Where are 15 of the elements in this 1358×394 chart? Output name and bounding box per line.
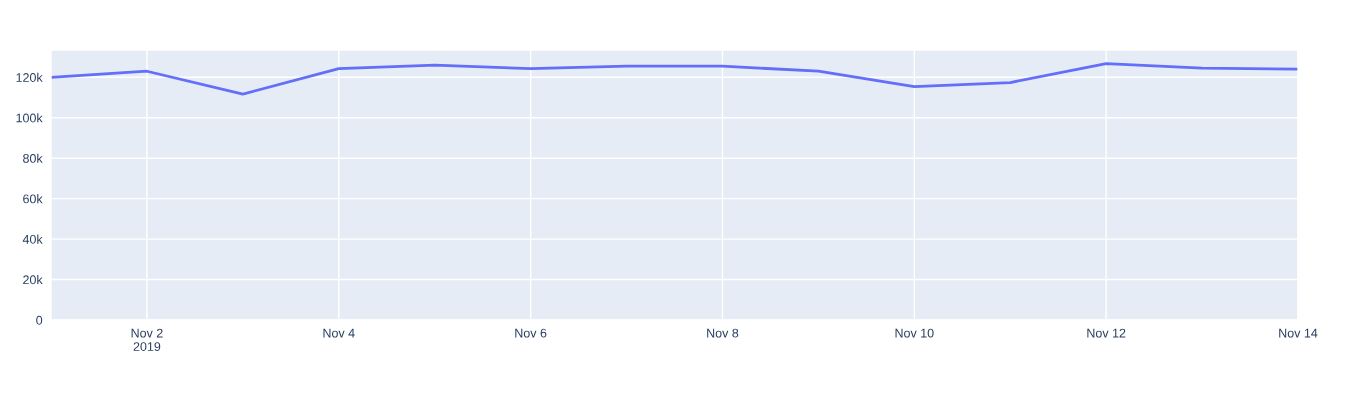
- y-tick-label: 100k: [16, 113, 43, 123]
- x-tick-label: Nov 12: [1087, 328, 1126, 338]
- y-tick-label: 40k: [22, 234, 43, 244]
- y-tick-label: 120k: [16, 72, 43, 82]
- x-tick-label: Nov 14: [1279, 328, 1318, 338]
- x-tick-label: Nov 6: [515, 328, 547, 338]
- y-tick-label: 20k: [23, 275, 43, 285]
- y-tick-label: 0: [36, 315, 43, 325]
- x-tick-label: Nov 10: [895, 328, 934, 338]
- x-tick-label: Nov 4: [323, 328, 355, 338]
- x-tick-label: Nov 2 2019: [131, 328, 163, 351]
- line-series: [51, 62, 1298, 96]
- y-tick-label: 60k: [23, 194, 43, 204]
- y-tick-label: 80k: [23, 153, 43, 163]
- x-tick-label: Nov 8: [707, 328, 739, 338]
